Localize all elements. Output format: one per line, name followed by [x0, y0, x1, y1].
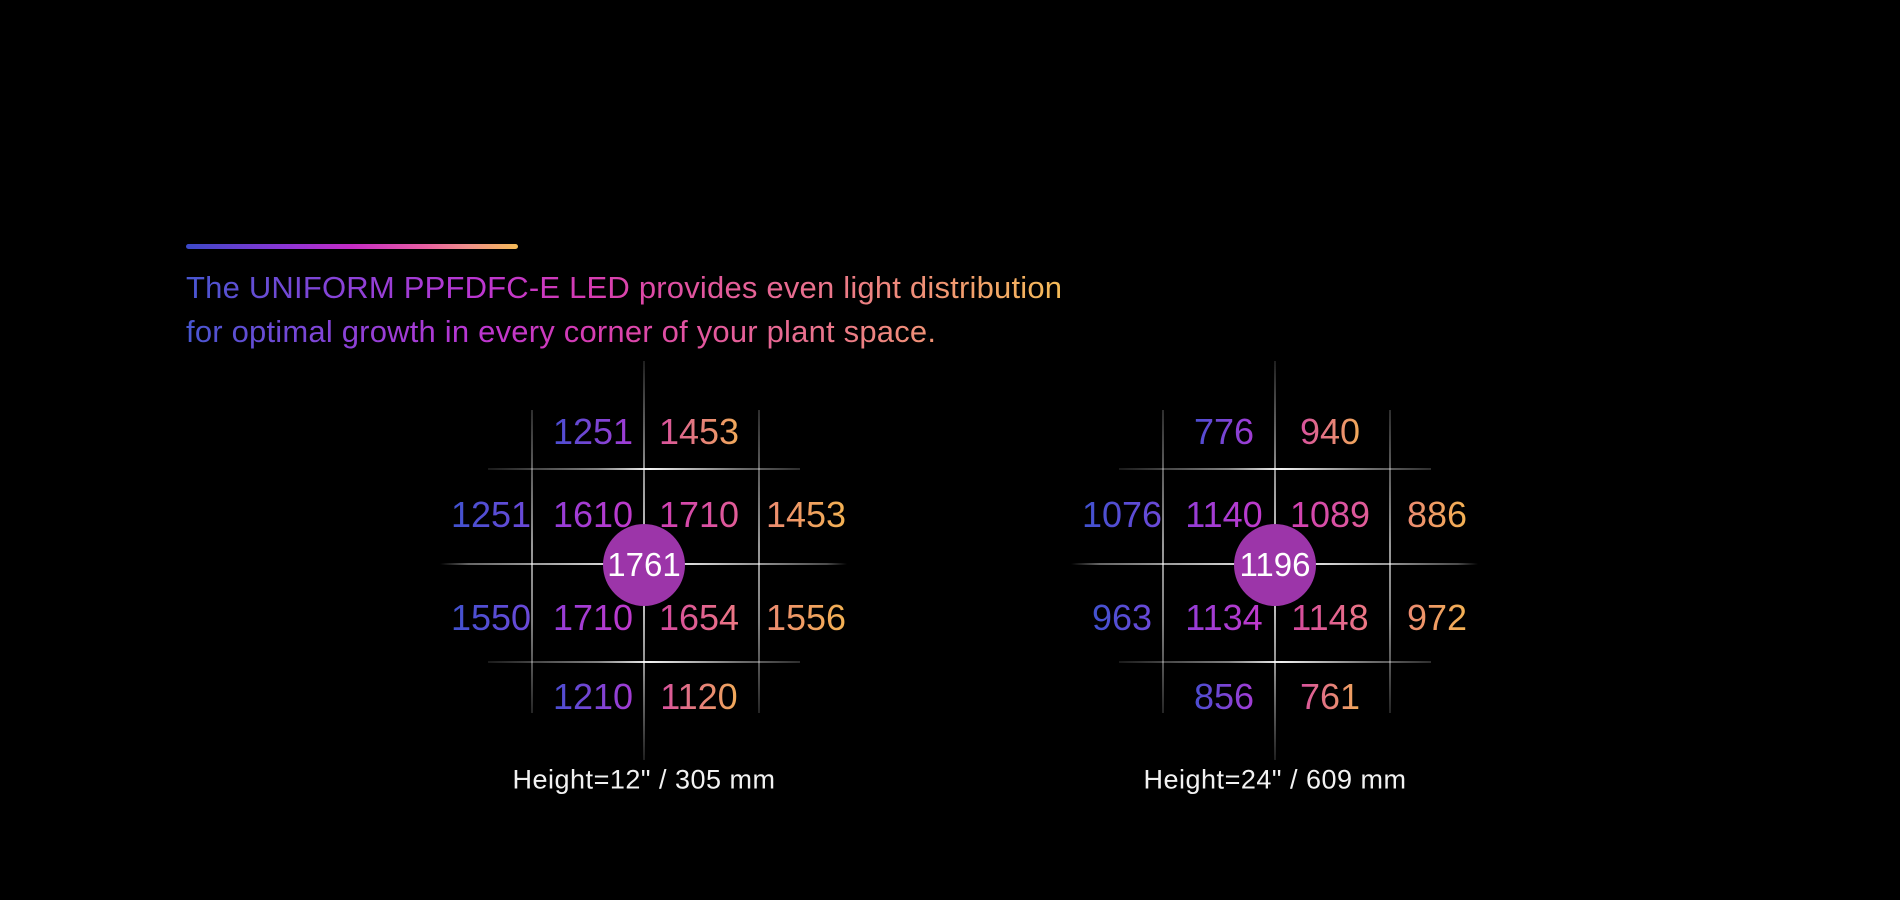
ppfd-value: 1251: [552, 411, 634, 452]
center-ppfd-badge: 1196: [1234, 524, 1316, 606]
ppfd-value: 1251: [450, 494, 532, 535]
grid-line-vertical-left: [1162, 410, 1164, 713]
ppfd-value: 963: [1091, 597, 1153, 638]
ppfd-value: 1550: [450, 597, 532, 638]
ppfd-value: 1134: [1185, 597, 1263, 638]
ppfd-value: 1453: [658, 411, 740, 452]
ppfd-value: 1710: [552, 597, 634, 638]
grid-line-horizontal-bottom: [1119, 661, 1431, 663]
page-title-line2: for optimal growth in every corner of yo…: [186, 314, 937, 349]
grid-line-vertical-right: [1389, 410, 1391, 713]
accent-divider-rule: [186, 244, 518, 249]
ppfd-value: 856: [1193, 676, 1255, 717]
page-title-line1: The UNIFORM PPFDFC-E LED provides even l…: [186, 270, 1063, 305]
center-ppfd-value: 1761: [607, 546, 681, 583]
ppfd-value: 1076: [1081, 494, 1163, 535]
ppfd-value: 1610: [552, 494, 634, 535]
ppfd-value: 776: [1193, 411, 1255, 452]
ppfd-value: 1710: [658, 494, 740, 535]
height-caption-24in: Height=24" / 609 mm: [1143, 764, 1407, 795]
center-ppfd-badge: 1761: [603, 524, 685, 606]
center-ppfd-value: 1196: [1239, 546, 1311, 583]
ppfd-value: 1654: [658, 597, 740, 638]
ppfd-value: 1210: [552, 676, 634, 717]
ppfd-value: 940: [1299, 411, 1361, 452]
grid-line-horizontal-top: [488, 468, 800, 470]
ppfd-value: 761: [1299, 676, 1361, 717]
ppfd-value: 886: [1406, 494, 1468, 535]
height-caption-12in: Height=12" / 305 mm: [512, 764, 776, 795]
ppfd-value: 972: [1406, 597, 1468, 638]
ppfd-value: 1556: [765, 597, 847, 638]
ppfd-value: 1453: [765, 494, 847, 535]
grid-line-horizontal-top: [1119, 468, 1431, 470]
page-title: The UNIFORM PPFDFC-E LED provides even l…: [186, 266, 1062, 354]
ppfd-value: 1140: [1185, 494, 1263, 535]
grid-line-vertical-left: [531, 410, 533, 713]
grid-line-horizontal-bottom: [488, 661, 800, 663]
ppfd-value: 1120: [660, 676, 738, 717]
ppfd-value: 1148: [1291, 597, 1369, 638]
grid-line-vertical-right: [758, 410, 760, 713]
ppfd-value: 1089: [1289, 494, 1371, 535]
